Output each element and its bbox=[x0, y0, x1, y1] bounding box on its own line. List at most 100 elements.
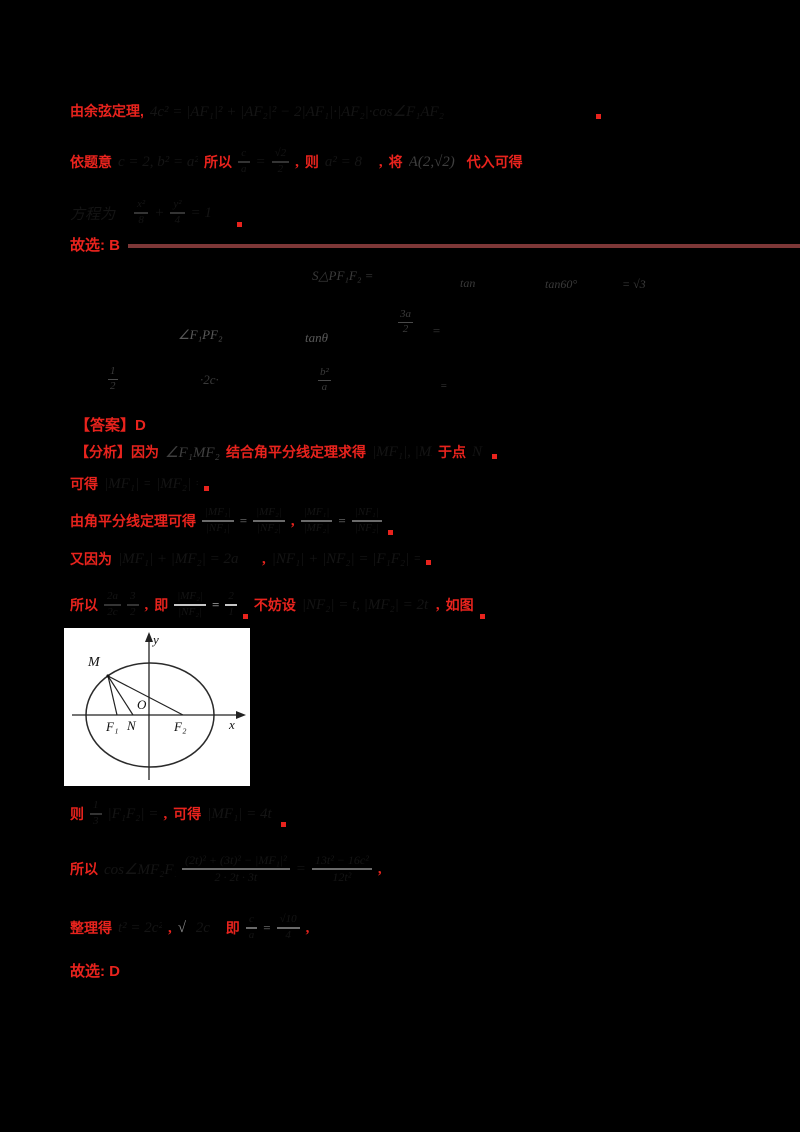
red-label: 如图 bbox=[445, 597, 474, 613]
ghost-equals: = bbox=[432, 323, 441, 338]
label-N: N bbox=[126, 718, 137, 733]
section-divider bbox=[128, 244, 800, 248]
math-expression: 4c² = |AF₁|² + |AF₂|² − 2|AF₁|·|AF₂|·cos… bbox=[149, 103, 444, 120]
red-comma: , bbox=[378, 153, 383, 170]
red-label: 可得 bbox=[173, 806, 202, 822]
red-label: 所以 bbox=[70, 861, 98, 877]
red-period bbox=[281, 822, 287, 827]
red-period bbox=[387, 530, 393, 535]
red-label: 所以 bbox=[70, 597, 98, 613]
red-comma: , bbox=[435, 596, 440, 613]
fraction: 13t² − 16c² 12t² bbox=[311, 853, 372, 884]
answer-choice-text: 故选: B bbox=[70, 236, 120, 254]
fraction: √2 2 bbox=[271, 147, 290, 176]
fraction: |MF₁| |MF₂| bbox=[300, 506, 333, 535]
math-expression: + bbox=[154, 204, 165, 221]
red-label: 结合角平分线定理求得 bbox=[226, 444, 366, 460]
label-O: O bbox=[137, 697, 147, 712]
red-label: 依题意 bbox=[70, 154, 112, 170]
label-y: y bbox=[151, 632, 159, 647]
fraction: √10 4 bbox=[276, 913, 300, 942]
equals-sign: = bbox=[338, 513, 346, 528]
answer-line: 【答案】D bbox=[75, 414, 146, 434]
fraction: 1 3 bbox=[90, 799, 102, 828]
solution-line-cosine: 由余弦定理, 4c² = |AF₁|² + |AF₂|² − 2|AF₁|·|A… bbox=[70, 98, 601, 124]
red-label: 可得 bbox=[70, 476, 98, 492]
answer-text: 【答案】D bbox=[75, 416, 146, 434]
red-period bbox=[479, 614, 485, 619]
solution-line-equation: 方程为 x² 8 + y² 4 = 1 bbox=[70, 194, 242, 232]
red-label: 所以 bbox=[204, 154, 232, 170]
math-expression: |MF₂| = 2|NF₂| bbox=[156, 475, 198, 492]
ghost-fraction: 1 2 bbox=[108, 365, 118, 393]
math-expression: = 1 bbox=[190, 204, 212, 221]
label-F1: F₁ bbox=[105, 719, 118, 734]
label-M: M bbox=[87, 655, 101, 670]
fraction: 2 1 bbox=[225, 590, 237, 619]
ghost-math: tan60° bbox=[545, 277, 578, 291]
fraction: y² 4 bbox=[170, 198, 185, 227]
segment-M-F1 bbox=[107, 675, 118, 716]
red-comma: , bbox=[295, 153, 299, 170]
equals-sign: = bbox=[239, 513, 248, 528]
red-label: 则 bbox=[70, 806, 84, 822]
red-label: 【分析】因为 bbox=[75, 444, 159, 460]
equals-sign: = bbox=[263, 920, 271, 935]
red-label: 即 bbox=[154, 597, 169, 613]
math-expression: |F₁F₂| = 3t bbox=[107, 805, 158, 822]
kede-line: 可得 |MF₁| = 2|NF₁| |MF₂| = 2|NF₂| bbox=[70, 472, 209, 496]
red-period bbox=[425, 560, 431, 565]
math-expression: |MF₁|, |MF₂| bbox=[372, 443, 432, 460]
point-M bbox=[106, 674, 110, 678]
solution-line-conditions: 依题意 c = 2, b² = a² − 4 所以 c a = √2 2 , 则… bbox=[70, 144, 523, 180]
red-period bbox=[236, 222, 242, 227]
ellipse-figure: y x M O F₁ N F₂ bbox=[64, 628, 250, 786]
math-point-A: A(2,√2) bbox=[408, 153, 455, 170]
ghost-equals: = bbox=[440, 380, 448, 392]
red-comma: , bbox=[262, 550, 266, 567]
red-comma: , bbox=[168, 919, 172, 936]
math-expression: ∠F₁MF₂ bbox=[165, 444, 220, 461]
fraction: |NF₁| |NF₂| bbox=[351, 506, 382, 535]
ghost-fraction: b² a bbox=[318, 366, 331, 394]
fraction: |MF₂| |NF₂| bbox=[174, 590, 207, 619]
fraction: 3 2 bbox=[127, 590, 139, 619]
x-axis-arrow-icon bbox=[236, 711, 246, 719]
answer-choice-line-2: 故选: D bbox=[70, 960, 120, 980]
answer-choice-text: 故选: D bbox=[70, 962, 120, 980]
ghost-sqrt: √ bbox=[177, 919, 186, 936]
math-expression: cos∠MF₂F₁ = bbox=[104, 861, 176, 878]
ghost-math: ∠F₁PF₂ bbox=[178, 327, 223, 342]
math-expression: 方程为 bbox=[70, 206, 116, 223]
segment-M-N bbox=[107, 675, 134, 716]
red-label: 代入可得 bbox=[466, 154, 523, 170]
ze-line: 则 1 3 |F₁F₂| = 3t , 可得 |MF₁| = 4t bbox=[70, 796, 287, 832]
math-expression: |NF₁| + |NF₂| = |F₁F₂| = 2c bbox=[271, 550, 420, 567]
math-expression: a² = 8 bbox=[324, 153, 363, 170]
answer-choice-line: 故选: B bbox=[70, 234, 120, 254]
red-label: 即 bbox=[225, 920, 240, 936]
suoyi-line: 所以 2a 2c 3 2 , 即 |MF₂| |NF₂| = 2 1 不妨设 |… bbox=[70, 586, 485, 624]
fraction: x² 8 bbox=[134, 198, 149, 227]
red-period bbox=[204, 486, 209, 491]
fraction: |MF₂| |NF₂| bbox=[253, 506, 285, 535]
red-comma: , bbox=[377, 860, 382, 877]
math-expression: |NF₂| = t, |MF₂| = 2t bbox=[301, 596, 429, 613]
ellipse-diagram: y x M O F₁ N F₂ bbox=[72, 632, 246, 780]
math-expression: N bbox=[472, 443, 483, 460]
fraction: (2t)² + (3t)² − |MF₁|² 2 · 2t · 3t bbox=[182, 853, 290, 884]
math-expression: = bbox=[295, 860, 306, 877]
red-period bbox=[242, 614, 248, 619]
label-F2: F₂ bbox=[173, 719, 187, 734]
red-label: 整理得 bbox=[70, 920, 112, 936]
ghost-math: ·2c· bbox=[200, 372, 219, 387]
segment-M-F2 bbox=[107, 675, 184, 716]
red-period bbox=[492, 454, 497, 459]
ghost-math: tan bbox=[460, 276, 476, 290]
math-expression: = bbox=[255, 153, 266, 170]
red-label: 将 bbox=[388, 154, 403, 170]
red-label: 于点 bbox=[438, 444, 466, 460]
red-comma: , bbox=[163, 805, 168, 822]
math-expression: |MF₁| + |MF₂| = 2a bbox=[118, 550, 239, 567]
